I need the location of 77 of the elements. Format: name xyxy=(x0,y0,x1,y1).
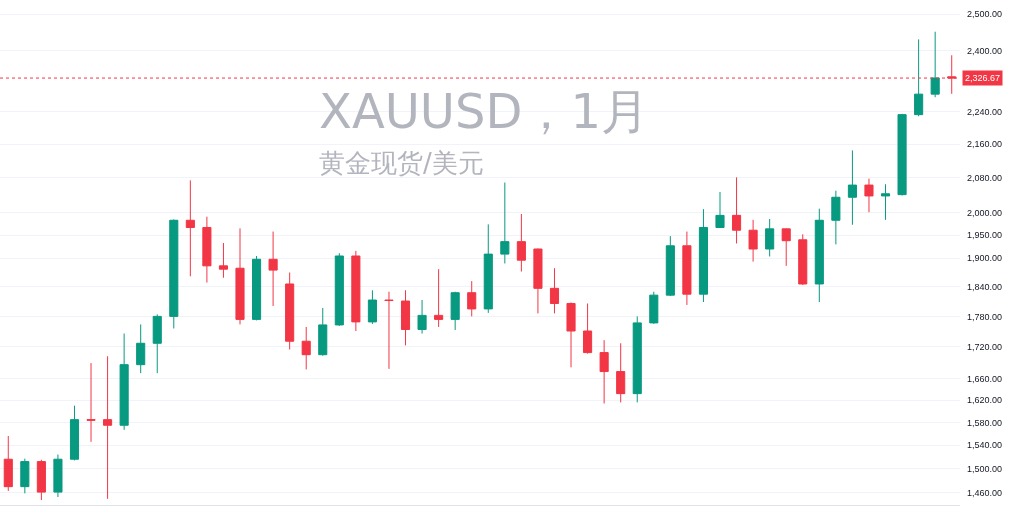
y-tick-label: 1,620.00 xyxy=(967,395,1003,406)
candlestick xyxy=(583,302,593,355)
y-tick-label: 2,000.00 xyxy=(967,207,1003,218)
y-tick-label: 1,900.00 xyxy=(967,253,1003,264)
candlestick xyxy=(483,223,493,314)
candlestick xyxy=(732,176,742,244)
candlestick xyxy=(897,113,907,196)
candlestick xyxy=(285,271,295,350)
y-tick-label: 2,240.00 xyxy=(967,106,1003,117)
candlestick xyxy=(500,182,510,264)
candlestick xyxy=(3,435,13,492)
candlestick xyxy=(798,233,808,286)
candlestick xyxy=(533,248,543,314)
candlestick xyxy=(632,315,642,403)
ref-line-label: 2,326.67 xyxy=(965,73,1001,83)
candlestick xyxy=(549,267,560,314)
text: XAUUSD，1月 xyxy=(319,83,649,139)
candlestick xyxy=(202,216,212,284)
candlestick xyxy=(847,149,857,226)
candlestick xyxy=(649,291,659,325)
candlestick xyxy=(318,307,328,357)
candlestick xyxy=(400,289,411,346)
candlestick xyxy=(334,252,344,327)
candlestick xyxy=(53,454,63,498)
candlestick xyxy=(566,301,576,368)
candlestick xyxy=(417,299,427,335)
candlestick xyxy=(516,213,526,273)
candlestick xyxy=(185,179,195,277)
y-tick-label: 2,160.00 xyxy=(967,139,1003,150)
candlestick xyxy=(152,313,162,374)
candlestick xyxy=(467,280,477,317)
candlestick xyxy=(384,291,394,370)
y-tick-label: 1,720.00 xyxy=(967,342,1003,353)
candlestick xyxy=(814,208,824,303)
candlestick xyxy=(136,323,146,374)
candlestick xyxy=(616,342,626,403)
candlestick xyxy=(930,31,940,98)
y-tick-label: 1,950.00 xyxy=(967,230,1003,241)
candlestick xyxy=(748,219,758,263)
candlestick xyxy=(169,218,179,329)
candlestick xyxy=(682,231,692,306)
candlestick xyxy=(69,405,80,461)
text: 黄金现货/美元 xyxy=(319,148,484,178)
candlestick xyxy=(86,362,96,443)
y-tick-label: 1,580.00 xyxy=(967,417,1003,428)
candlestick xyxy=(665,235,675,297)
candlestick xyxy=(599,339,609,404)
y-tick-label: 2,080.00 xyxy=(967,172,1003,183)
candlestick xyxy=(715,191,725,229)
candlestick xyxy=(367,289,377,325)
y-tick-label: 1,540.00 xyxy=(967,440,1003,451)
candlestick xyxy=(103,355,113,500)
candlestick xyxy=(781,227,791,267)
candlestick xyxy=(252,255,262,321)
candlestick xyxy=(20,458,30,494)
candlestick xyxy=(698,208,708,303)
y-tick-label: 1,780.00 xyxy=(967,311,1003,322)
y-tick-label: 1,660.00 xyxy=(967,373,1003,384)
y-tick-label: 2,400.00 xyxy=(967,45,1003,56)
y-tick-label: 1,840.00 xyxy=(967,282,1003,293)
y-tick-label: 1,500.00 xyxy=(967,463,1003,474)
candlestick xyxy=(351,250,361,332)
candlestick xyxy=(765,218,775,257)
candlestick xyxy=(36,459,46,501)
y-tick-label: 2,500.00 xyxy=(967,9,1003,20)
candlestick xyxy=(880,183,891,221)
candlestick xyxy=(914,38,924,117)
candlestick xyxy=(450,291,460,331)
candlestick xyxy=(301,326,311,370)
candlestick xyxy=(268,231,278,307)
candlestick xyxy=(864,178,874,213)
candlestick xyxy=(235,227,245,325)
candlestick xyxy=(218,242,228,279)
candlestick xyxy=(434,268,444,328)
y-tick-label: 1,460.00 xyxy=(967,487,1003,498)
candlestick xyxy=(119,333,129,431)
candlestick xyxy=(831,190,841,245)
